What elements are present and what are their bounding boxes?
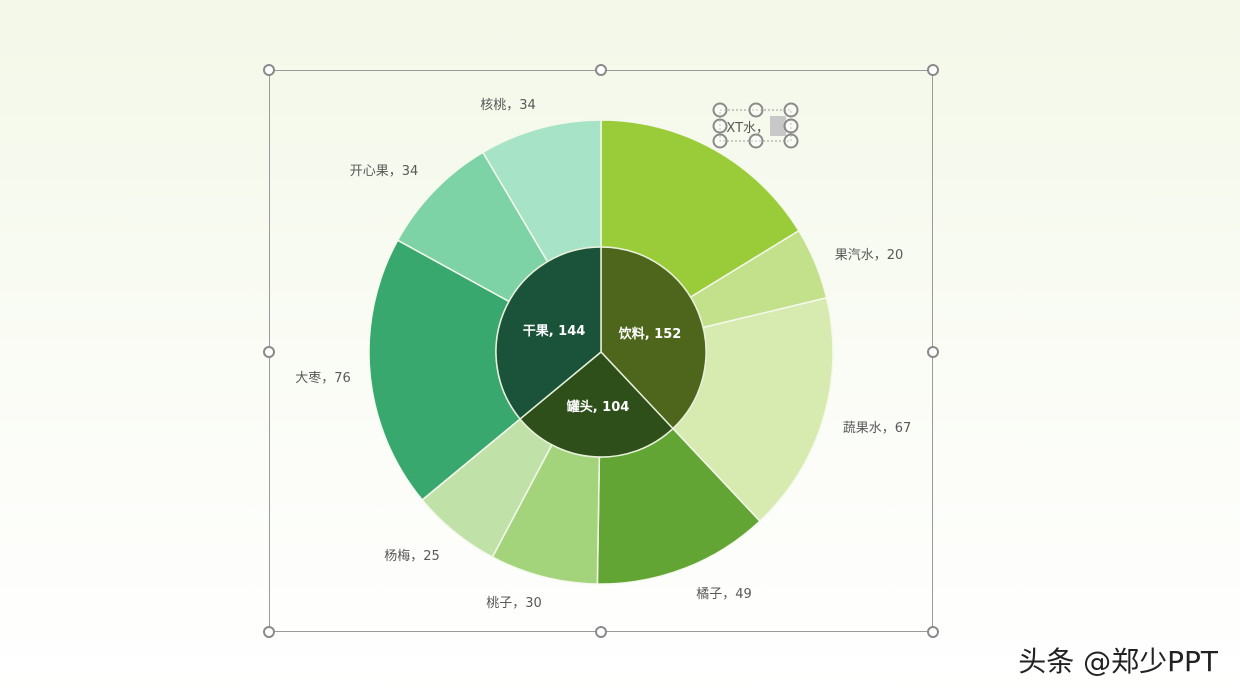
inner-label: 罐头, 104 <box>566 399 630 415</box>
outer-label: 桃子，30 <box>486 596 542 611</box>
label-text-highlight <box>770 116 786 136</box>
inner-segment-0 <box>600 246 707 430</box>
label-selection-box <box>719 109 792 142</box>
inner-segment-2 <box>495 246 602 420</box>
resize-handle <box>748 133 764 149</box>
resize-handle <box>712 133 728 149</box>
resize-handle <box>783 118 799 134</box>
inner-label: 干果, 144 <box>523 324 586 339</box>
resize-handle <box>783 133 799 149</box>
outer-label: 橘子，49 <box>696 586 752 602</box>
resize-handle[interactable] <box>263 346 275 358</box>
chart-selection-box[interactable] <box>269 70 933 632</box>
resize-handle <box>712 102 728 118</box>
outer-label: 蔬果水，67 <box>843 421 912 436</box>
resize-handle[interactable] <box>263 626 275 638</box>
inner-label: 饮料, 152 <box>618 326 682 342</box>
resize-handle[interactable] <box>927 64 939 76</box>
resize-handle[interactable] <box>595 64 607 76</box>
resize-handle[interactable] <box>263 64 275 76</box>
outer-label: 果汽水，20 <box>835 248 904 263</box>
outer-label: 开心果，34 <box>350 164 419 179</box>
resize-handle <box>748 102 764 118</box>
outer-label: 核桃，34 <box>480 98 536 113</box>
resize-handle <box>783 102 799 118</box>
watermark: 头条 @郑少PPT <box>1018 645 1218 678</box>
resize-handle[interactable] <box>927 346 939 358</box>
resize-handle[interactable] <box>595 626 607 638</box>
resize-handle <box>712 118 728 134</box>
outer-label: 杨梅，25 <box>384 549 440 564</box>
outer-label: 大枣，76 <box>295 371 351 386</box>
resize-handle[interactable] <box>927 626 939 638</box>
inner-segment-1 <box>519 350 674 458</box>
